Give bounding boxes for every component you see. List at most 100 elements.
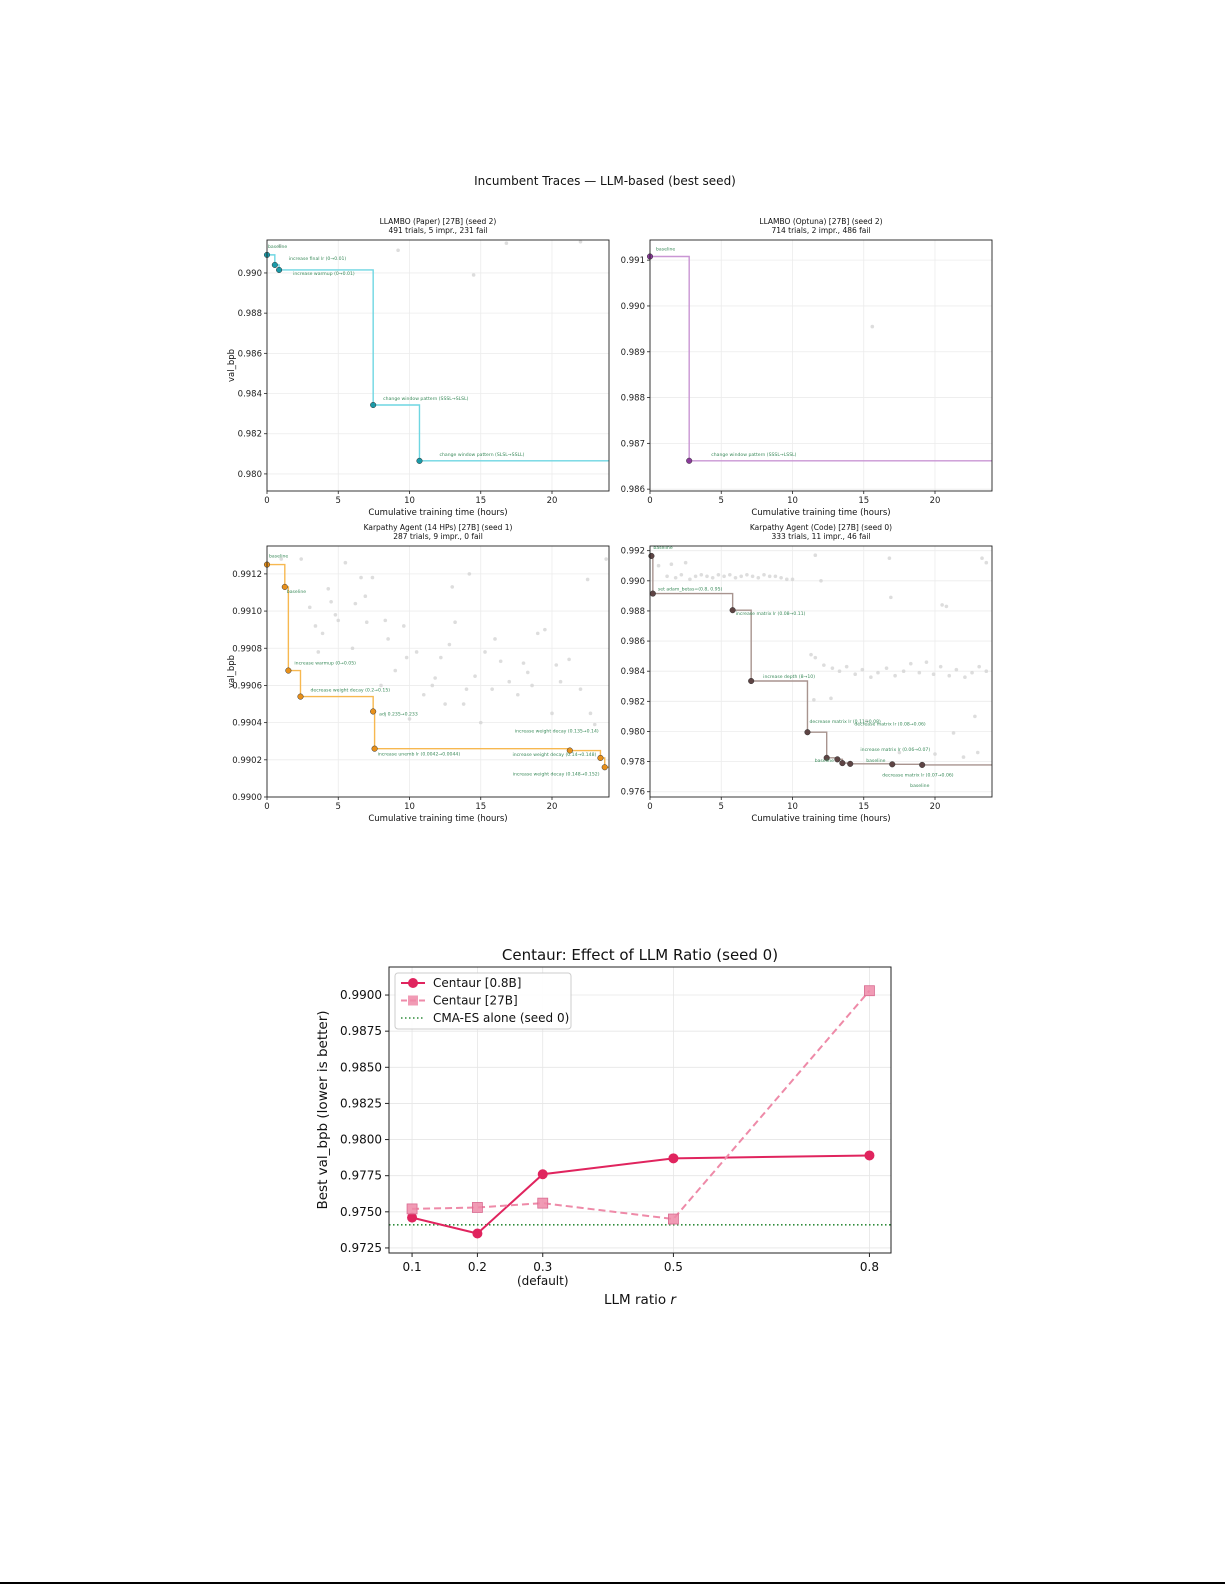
legend-box [394,972,572,1030]
trial-point [493,637,497,641]
series-marker-circle [472,1228,483,1239]
trial-point [313,624,318,628]
x-tick-label: 10 [787,802,798,812]
improvement-annotation: baseline [910,783,929,789]
series-marker-square [537,1197,549,1209]
improvement-annotation: baseline [269,554,288,560]
series-marker-square [406,1203,418,1215]
legend-label: Centaur [0.8B] [433,976,521,990]
y-tick-label: 0.9912 [232,570,262,580]
incumbent-point [649,590,656,597]
trial-point [975,750,980,755]
trial-point [407,717,412,721]
x-axis-label: Cumulative training time (hours) [751,508,890,518]
trial-point [453,620,457,625]
y-tick-label: 0.982 [238,430,262,440]
incumbent-point [370,708,377,715]
incumbent-point [371,745,378,752]
series-marker-circle [407,1212,418,1223]
trial-point [326,586,331,591]
trial-point [728,572,732,577]
subplot-title: Karpathy Agent (14 HPs) [27B] (seed 1) [364,523,513,532]
trial-point [908,661,913,666]
improvement-annotation: increase matrix lr (0.06→0.07) [860,747,930,753]
x-tick-label: 0 [264,496,269,506]
improvement-annotation: increase weight decay (0.14→0.148) [512,752,596,758]
trial-point [705,574,709,579]
incumbent-point [834,756,841,763]
trial-point [869,675,873,680]
x-axis-label-variable: r [670,1292,677,1308]
incumbent-point [370,401,377,409]
trial-point [404,655,409,660]
trial-point [656,563,661,568]
trial-point [933,752,937,756]
trial-point [299,557,304,561]
improvement-annotation: change window pattern (SLSL→SSLL) [439,452,524,458]
improvement-annotation: increase warmup (0→0.05) [294,661,356,667]
trial-point [490,687,494,691]
trace-subplot-2: baseline change window pattern (SSSL→LSSL… [621,217,993,518]
trial-point [773,574,778,579]
incumbent-point [276,266,283,273]
x-tick-label: 10 [404,802,415,812]
x-axis-label: Cumulative training time (hours) [368,508,507,518]
trial-point [443,702,447,706]
y-tick-label: 0.9725 [340,1241,382,1255]
trial-point [363,594,368,598]
trial-point [924,660,929,664]
x-tick-sublabel: (default) [517,1274,569,1288]
x-axis-label-text: LLM ratio [604,1292,670,1308]
trial-point [504,241,509,246]
trial-point [370,575,375,580]
subplot-title: Karpathy Agent (Code) [27B] (seed 0) [750,523,892,532]
incumbent-point [416,457,423,464]
y-axis-label: val_bpb [227,349,237,382]
trial-point [279,557,284,561]
trial-point [860,667,865,672]
improvement-annotation: increase matrix lr (0.08→0.11) [736,611,806,617]
y-tick-label: 0.9902 [232,756,262,766]
trial-point [673,575,678,580]
trial-point [467,572,472,576]
y-tick-label: 0.9900 [232,793,262,803]
y-tick-label: 0.9800 [340,1133,382,1147]
incumbent-point [748,677,755,685]
subplot-subtitle: 714 trials, 2 impr., 486 fail [771,226,870,235]
improvement-annotation: increase unemb lr (0.0042→0.0044) [378,752,461,758]
y-tick-label: 0.986 [621,637,645,647]
axes-frame [388,966,892,1254]
trial-point [829,696,833,701]
trial-point [822,663,826,667]
incumbent-step-line [650,255,992,462]
y-tick-label: 0.984 [621,667,645,677]
trial-point [498,659,503,664]
subplot-title: LLAMBO (Paper) [27B] (seed 2) [380,217,497,226]
trial-point [762,572,766,577]
x-tick-label: 0.5 [664,1260,683,1274]
trial-point [461,702,466,706]
incumbent-point [271,261,278,268]
y-tick-label: 0.9750 [340,1205,382,1219]
incumbent-point [804,729,811,736]
improvement-annotation: baseline [287,589,306,595]
x-tick-label: 0.2 [468,1260,487,1274]
trial-point [756,575,761,580]
trial-point [525,670,530,675]
improvement-annotation: increase warmup (0→0.01) [293,271,355,277]
y-tick-label: 0.982 [621,697,645,707]
improvement-annotation: baseline [653,545,672,551]
x-tick-label: 15 [858,496,869,506]
y-tick-label: 0.9900 [340,988,382,1002]
trial-point [693,574,698,579]
y-tick-label: 0.9910 [232,607,262,617]
trial-point [550,711,554,716]
trial-point [333,612,338,617]
trial-point [507,679,512,684]
trial-point [984,669,989,673]
x-axis-label: LLM ratio r [604,1292,677,1308]
legend-label: Centaur [27B] [433,994,518,1008]
trial-point [722,574,726,579]
x-tick-label: 15 [858,802,869,812]
trial-point [790,577,795,582]
